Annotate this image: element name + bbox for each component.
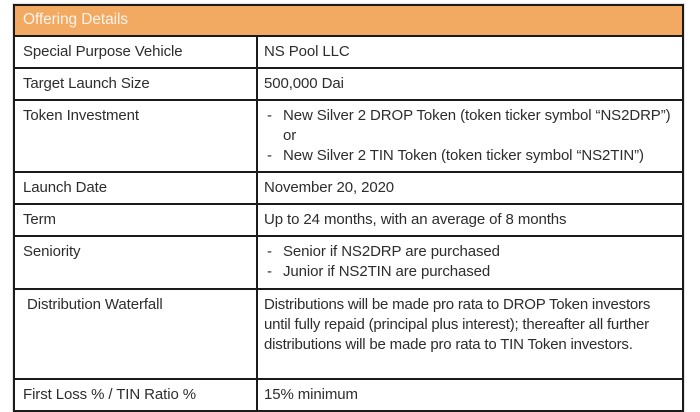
table-row-term: Term Up to 24 months, with an average of… [15, 203, 682, 235]
table-header: Offering Details [15, 6, 682, 35]
table-row-token-investment: Token Investment - New Silver 2 DROP Tok… [15, 99, 682, 171]
row-label: Term [23, 211, 56, 228]
row-value: 15% minimum [256, 380, 682, 410]
bullet-dash: - [267, 263, 272, 280]
row-label: Seniority [23, 243, 81, 260]
row-label: Special Purpose Vehicle [23, 43, 183, 60]
bullet-dash: - [267, 243, 272, 260]
list-item-text: New Silver 2 DROP Token (token ticker sy… [283, 107, 671, 144]
list-item: - New Silver 2 DROP Token (token ticker … [264, 106, 678, 146]
row-value: November 20, 2020 [256, 173, 682, 203]
bullet-dash: - [267, 107, 272, 124]
row-label: Token Investment [23, 107, 139, 124]
table-row-first-loss-tin-ratio: First Loss % / TIN Ratio % 15% minimum [15, 378, 682, 410]
row-label: Launch Date [23, 179, 107, 196]
row-label: Distribution Waterfall [27, 296, 163, 313]
list-item: - Junior if NS2TIN are purchased [264, 262, 678, 282]
row-label: Target Launch Size [23, 75, 150, 92]
row-value: Distributions will be made pro rata to D… [256, 290, 682, 378]
table-row-distribution-waterfall: Distribution Waterfall Distributions wil… [15, 288, 682, 378]
table-title: Offering Details [23, 11, 128, 28]
row-value: NS Pool LLC [256, 37, 682, 67]
table-row-seniority: Seniority - Senior if NS2DRP are purchas… [15, 235, 682, 288]
row-value: Up to 24 months, with an average of 8 mo… [256, 205, 682, 235]
row-value: - Senior if NS2DRP are purchased - Junio… [256, 237, 682, 288]
row-value: 500,000 Dai [256, 69, 682, 99]
list-item-text: New Silver 2 TIN Token (token ticker sym… [283, 147, 644, 164]
table-row-target-launch-size: Target Launch Size 500,000 Dai [15, 67, 682, 99]
list-item: - Senior if NS2DRP are purchased [264, 242, 678, 262]
list-item-text: Senior if NS2DRP are purchased [283, 243, 500, 260]
list-item: - New Silver 2 TIN Token (token ticker s… [264, 146, 678, 166]
row-label: First Loss % / TIN Ratio % [23, 386, 196, 403]
row-value: - New Silver 2 DROP Token (token ticker … [256, 101, 682, 171]
list-item-text: Junior if NS2TIN are purchased [283, 263, 491, 280]
offering-details-table: Offering Details Special Purpose Vehicle… [12, 3, 685, 412]
table-row-launch-date: Launch Date November 20, 2020 [15, 171, 682, 203]
bullet-dash: - [267, 147, 272, 164]
table-row-special-purpose-vehicle: Special Purpose Vehicle NS Pool LLC [15, 35, 682, 67]
